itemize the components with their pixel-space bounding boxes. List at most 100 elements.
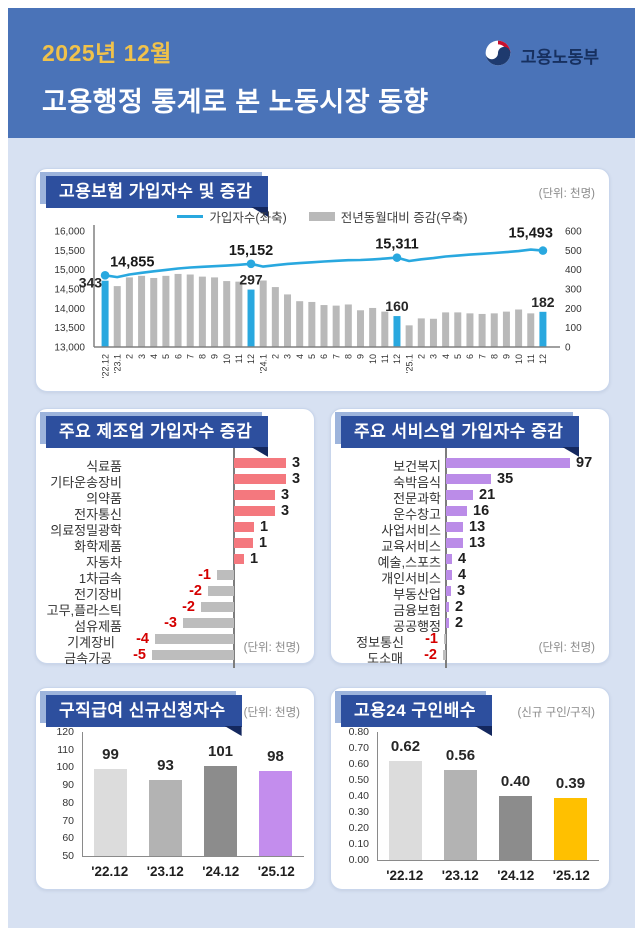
value-label: 13 (469, 535, 486, 551)
chart-legend: 가입자수(좌축) 전년동월대비 증감(우축) (36, 207, 609, 226)
category-label: 공공행정 (393, 619, 441, 634)
y-tick: 50 (62, 850, 74, 862)
month-label: 12 (538, 354, 548, 364)
month-label: 3 (283, 354, 293, 359)
left-tick: 15,500 (54, 246, 85, 257)
month-label: '25.1 (404, 354, 414, 373)
y-tick: 80 (62, 796, 74, 809)
right-tick: 200 (565, 304, 582, 315)
month-bar (223, 281, 231, 347)
value-label: 1 (260, 519, 269, 535)
month-label: 7 (185, 354, 195, 359)
value-bar (234, 522, 254, 532)
month-bar (150, 277, 158, 347)
ribbon-fold (474, 726, 492, 736)
month-bar (454, 312, 462, 347)
right-tick: 0 (565, 343, 571, 354)
category-label: 운수창고 (393, 507, 441, 522)
category-label: 1차금속 (78, 571, 122, 586)
panel-title: 고용보험 가입자수 및 증감 (46, 176, 269, 208)
month-bar (320, 305, 328, 347)
category-row: 의료정밀광학 1 (44, 519, 306, 538)
value-bar (234, 490, 275, 500)
line-swatch-icon (177, 215, 204, 218)
value-bar (446, 538, 463, 548)
value-label: 2 (455, 615, 464, 631)
panel-services: 주요 서비스업 가입자수 증감 보건복지 97 숙박음식 35 전문과학 21 운수창고 16… (330, 408, 610, 668)
month-label: 11 (380, 354, 390, 363)
left-tick: 13,000 (54, 343, 85, 354)
value-label: 99 (102, 746, 119, 764)
panel-title-ribbon: 고용보험 가입자수 및 증감 (40, 172, 269, 217)
agency-name: 고용노동부 (520, 48, 599, 67)
value-bar (446, 586, 451, 596)
value-bar (446, 602, 449, 612)
month-label: '24.1 (258, 354, 268, 373)
right-tick: 400 (565, 265, 582, 276)
value-label: -1 (198, 567, 211, 583)
x-label: '22.12 (386, 868, 424, 883)
month-label: 5 (161, 354, 171, 359)
right-tick: 100 (565, 323, 582, 334)
subscribers-annotation: 14,855 (110, 254, 154, 270)
line-dot (100, 270, 110, 280)
category-row: 도소매 -2 (339, 647, 601, 666)
month-bar (271, 287, 279, 347)
value-bar (259, 770, 292, 856)
value-label: 4 (458, 567, 467, 583)
month-label: 4 (295, 354, 305, 359)
category-label: 개인서비스 (381, 571, 441, 586)
y-tick: 0.10 (348, 838, 369, 850)
month-label: 8 (489, 354, 499, 359)
category-row: 보건복지 97 (339, 455, 601, 474)
month-bar (125, 277, 133, 347)
value-label: 98 (267, 747, 284, 765)
value-bar (499, 796, 532, 860)
value-bar (446, 474, 491, 484)
left-tick: 16,000 (54, 227, 85, 238)
category-label: 전자통신 (74, 507, 122, 522)
value-bar (446, 458, 570, 468)
value-label: 4 (458, 551, 467, 567)
x-label: '25.12 (257, 864, 295, 879)
right-tick: 600 (565, 227, 582, 238)
month-bar (113, 286, 121, 347)
category-label: 기계장비 (67, 635, 115, 650)
month-bar (515, 309, 523, 347)
x-label: '23.12 (146, 864, 184, 879)
value-label: 3 (457, 583, 466, 599)
x-label: '25.12 (552, 868, 590, 883)
month-bar (356, 310, 364, 347)
y-tick: 100 (56, 761, 74, 774)
legend-label: 전년동월대비 증감(우축) (340, 211, 468, 225)
value-bar (446, 570, 452, 580)
category-row: 전기장비 -2 (44, 583, 306, 602)
value-label: -4 (136, 631, 149, 647)
value-bar (234, 474, 286, 484)
ribbon-fold (251, 207, 269, 217)
value-label: 13 (469, 519, 486, 535)
category-label: 섬유제품 (74, 619, 122, 634)
line-dot (538, 246, 548, 255)
panel-ratio: 고용24 구인배수 (신규 구인/구직) 0.80 0.70 0.60 0.50 0.4… (330, 687, 610, 890)
line-dot (246, 259, 256, 269)
value-label: 16 (473, 503, 490, 519)
x-axis-labels: '22.12 '23.12 '24.12 '25.12 (377, 868, 599, 883)
month-bar (186, 274, 194, 347)
value-bar (208, 586, 234, 596)
category-label: 보건복지 (393, 459, 441, 474)
infographic-page: 2025년 12월 고용행정 통계로 본 노동시장 동향 고용노동부 고용보험 … (8, 8, 635, 928)
category-label: 기타운송장비 (50, 475, 122, 490)
value-bar (94, 769, 127, 856)
month-label: 12 (246, 354, 256, 364)
month-bar (417, 318, 425, 347)
month-bar (284, 294, 292, 347)
panel-title: 주요 서비스업 가입자수 증감 (341, 416, 580, 448)
value-bar (554, 797, 587, 860)
value-label: 2 (455, 599, 464, 615)
category-label: 자동차 (86, 555, 122, 570)
page-title: 고용행정 통계로 본 노동시장 동향 (42, 87, 429, 117)
month-label: '23.1 (112, 354, 122, 373)
value-bar (444, 770, 477, 860)
value-bar (234, 538, 253, 548)
